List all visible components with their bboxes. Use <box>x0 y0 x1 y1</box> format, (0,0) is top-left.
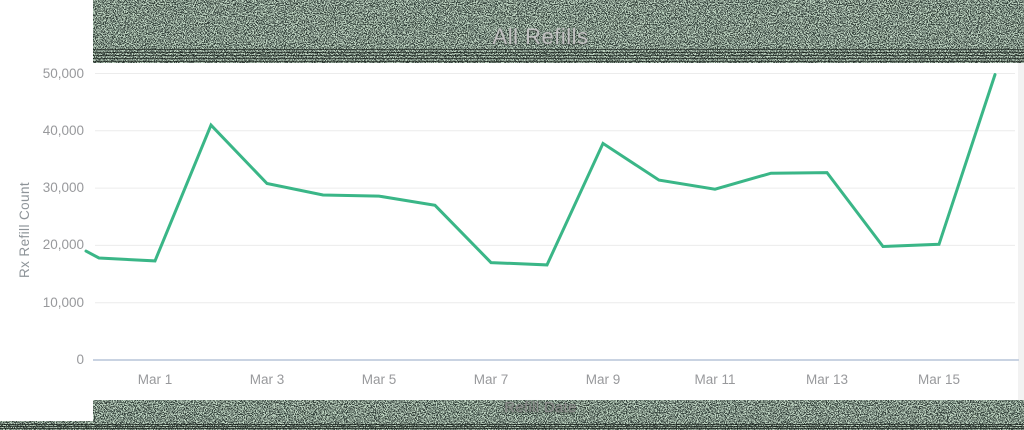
x-axis-title: Refill Date <box>504 399 577 416</box>
chart-title: All Refills <box>492 24 589 49</box>
y-axis-panel <box>0 0 93 421</box>
plot-area <box>93 63 1018 400</box>
x-tick-label: Mar 7 <box>473 372 509 387</box>
y-tick-label: 0 <box>76 352 84 367</box>
y-tick-label: 50,000 <box>42 65 84 81</box>
x-tick-label: Mar 15 <box>917 372 961 387</box>
x-tick-label: Mar 9 <box>585 372 621 387</box>
y-tick-label: 40,000 <box>42 122 84 138</box>
y-tick-label: 30,000 <box>42 180 84 196</box>
noise-streaks-bottom <box>0 424 1024 430</box>
noise-streaks-top <box>93 49 1024 63</box>
x-tick-label: Mar 13 <box>805 372 849 387</box>
x-tick-label: Mar 1 <box>137 372 173 387</box>
x-tick-label: Mar 3 <box>249 372 285 387</box>
x-tick-label: Mar 11 <box>694 372 736 387</box>
y-tick-label: 20,000 <box>42 237 84 253</box>
x-tick-label: Mar 5 <box>361 372 397 387</box>
y-tick-label: 10,000 <box>42 294 84 310</box>
plot-right-padding <box>1018 63 1024 400</box>
